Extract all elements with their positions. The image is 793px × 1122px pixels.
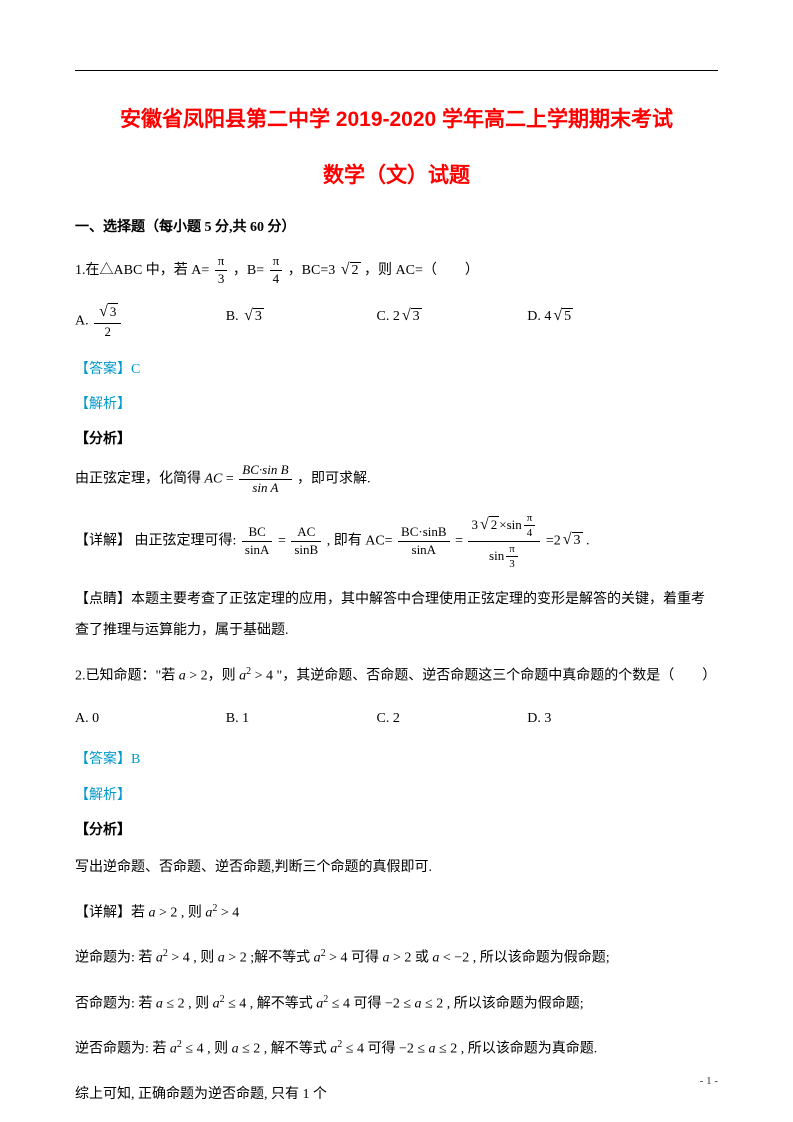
q2-contrapositive: 逆否命题为: 若 a2 ≤ 4 , 则 a ≤ 2 , 解不等式 a2 ≤ 4 … <box>75 1034 718 1065</box>
q1-frac-a: π 3 <box>215 253 228 288</box>
q1-stem: 1.在△ABC 中，若 A= π 3 ，B= π 4 ，BC=3 2 ，则 AC… <box>75 252 718 288</box>
q2-fenxi-label: 【分析】 <box>75 818 718 843</box>
q2-negation: 否命题为: 若 a ≤ 2 , 则 a2 ≤ 4 , 解不等式 a2 ≤ 4 可… <box>75 989 718 1020</box>
sub-title: 数学（文）试题 <box>75 157 718 195</box>
q2-answer: 【答案】B <box>75 747 718 772</box>
q1-text-3: ，BC=3 <box>288 263 336 278</box>
q2-option-b: B. 1 <box>226 706 377 731</box>
q1-fenxi-label: 【分析】 <box>75 427 718 452</box>
q2-option-d: D. 3 <box>527 706 678 731</box>
q2-options: A. 0 B. 1 C. 2 D. 3 <box>75 706 718 731</box>
q1-fenxi-text: 由正弦定理，化简得 AC = BC·sin B sin A ，即可求解. <box>75 462 718 497</box>
q1-detail: 【详解】 由正弦定理可得: BC sinA = AC sinB , 即有 AC=… <box>75 511 718 571</box>
q1-opt-a-frac: 3 2 <box>94 302 121 341</box>
q2-fenxi-text: 写出逆命题、否命题、逆否命题,判断三个命题的真假即可. <box>75 853 718 884</box>
q1-dianjing: 【点睛】本题主要考查了正弦定理的应用，其中解答中合理使用正弦定理的变形是解答的关… <box>75 585 718 647</box>
q1-options: A. 3 2 B. 3 C. 23 D. 45 <box>75 302 718 341</box>
q1-answer: 【答案】C <box>75 357 718 382</box>
main-title: 安徽省凤阳县第二中学 2019-2020 学年高二上学期期末考试 <box>75 101 718 139</box>
q2-stem: 2.已知命题："若 a > 2，则 a2 > 4 "，其逆命题、否命题、逆否命题… <box>75 661 718 692</box>
q1-frac-b: π 4 <box>270 253 283 288</box>
q2-option-c: C. 2 <box>377 706 528 731</box>
q1-option-d: D. 45 <box>527 302 678 341</box>
q1-fenxi-frac: BC·sin B sin A <box>239 462 291 497</box>
q2-summary: 综上可知, 正确命题为逆否命题, 只有 1 个 <box>75 1080 718 1111</box>
q1-option-a: A. 3 2 <box>75 302 226 341</box>
q1-analysis-label: 【解析】 <box>75 392 718 417</box>
section-heading: 一、选择题（每小题 5 分,共 60 分） <box>75 215 718 240</box>
q1-text-1: 1.在△ABC 中，若 A= <box>75 263 209 278</box>
q2-inverse: 逆命题为: 若 a2 > 4 , 则 a > 2 ;解不等式 a2 > 4 可得… <box>75 943 718 974</box>
q2-analysis-label: 【解析】 <box>75 783 718 808</box>
page-number: - 1 - <box>700 1072 718 1092</box>
q1-sqrt: 2 <box>339 252 361 287</box>
q1-option-c: C. 23 <box>377 302 528 341</box>
q1-text-2: ，B= <box>233 263 264 278</box>
q2-detail-1: 【详解】若 a > 2 , 则 a2 > 4 <box>75 898 718 929</box>
q2-option-a: A. 0 <box>75 706 226 731</box>
horizontal-rule <box>75 70 718 71</box>
q1-text-4: ，则 AC=（ ） <box>364 263 479 278</box>
q1-option-b: B. 3 <box>226 302 377 341</box>
